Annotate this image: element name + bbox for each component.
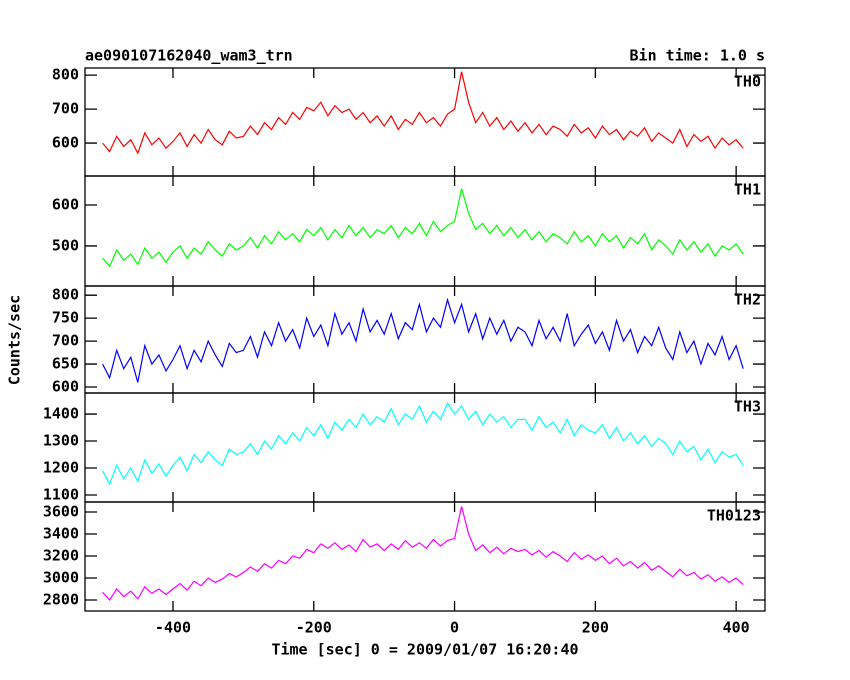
panel-frame	[84, 67, 766, 177]
y-tick-label: 3200	[43, 547, 79, 565]
panel-label: TH1	[734, 181, 761, 199]
x-tick-label: 400	[723, 619, 750, 637]
y-tick-label: 600	[52, 134, 79, 152]
bin-time: Bin time: 1.0 s	[630, 47, 765, 65]
panel	[102, 297, 744, 383]
panel-frame	[84, 501, 766, 612]
light-curve	[102, 188, 744, 268]
y-tick-label: 650	[52, 355, 79, 373]
x-tick-label: 0	[450, 619, 459, 637]
y-tick-label: 700	[52, 100, 79, 118]
panel-frame	[84, 175, 766, 287]
y-tick-label: 1300	[43, 432, 79, 450]
y-tick-label: 800	[52, 66, 79, 84]
y-axis-label: Counts/sec	[6, 295, 24, 385]
panel-label: TH0123	[707, 507, 761, 525]
panel-label: TH2	[734, 291, 761, 309]
y-tick-label: 800	[52, 286, 79, 304]
y-tick-label: 1400	[43, 405, 79, 423]
y-tick-label: 3600	[43, 503, 79, 521]
panel	[102, 188, 744, 268]
panel-label: TH0	[734, 73, 761, 91]
y-tick-label: 700	[52, 332, 79, 350]
panel-frame	[84, 392, 766, 503]
y-tick-label: 2800	[43, 591, 79, 609]
y-tick-label: 1200	[43, 459, 79, 477]
y-tick-label: 1100	[43, 485, 79, 503]
y-tick-label: 3000	[43, 569, 79, 587]
y-tick-label: 600	[52, 378, 79, 396]
panel-label: TH3	[734, 398, 761, 416]
chart-title: ae090107162040_wam3_trn	[85, 47, 293, 65]
y-tick-label: 500	[52, 236, 79, 254]
y-tick-label: 3400	[43, 525, 79, 543]
x-tick-label: 200	[582, 619, 609, 637]
light-curve	[102, 506, 744, 601]
x-axis-label: Time [sec] 0 = 2009/01/07 16:20:40	[271, 641, 578, 659]
light-curve	[102, 402, 744, 486]
panel	[102, 71, 744, 155]
x-tick-label: -400	[155, 619, 191, 637]
panel	[102, 506, 744, 601]
y-tick-label: 600	[52, 196, 79, 214]
light-curve	[102, 71, 744, 155]
y-tick-label: 750	[52, 309, 79, 327]
panel	[102, 402, 744, 486]
light-curve	[102, 297, 744, 383]
x-tick-label: -200	[296, 619, 332, 637]
